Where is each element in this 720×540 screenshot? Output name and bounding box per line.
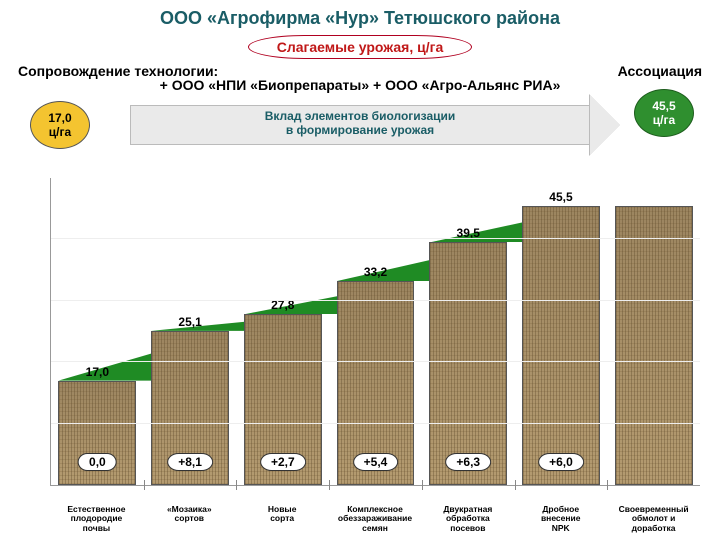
cum-label: 25,1 bbox=[144, 315, 237, 329]
bar-column: 45,5 +6,0 bbox=[515, 178, 608, 485]
delta-oval: +6,0 bbox=[538, 453, 584, 471]
bar bbox=[522, 206, 600, 485]
arrow-text: Вклад элементов биологизациив формирован… bbox=[0, 109, 720, 137]
annotation-row: 17,0ц/га Вклад элементов биологизациив ф… bbox=[0, 95, 720, 155]
x-label: Комплексноеобеззараживаниесемян bbox=[329, 505, 422, 534]
bars-container: 17,0 0,0 25,1 +8,1 27,8+2,733,2 +5,4 39,5+6,34… bbox=[51, 178, 700, 485]
x-label: Своевременныйобмолот идоработка bbox=[607, 505, 700, 534]
delta-oval: +6,3 bbox=[445, 453, 491, 471]
subhead-2: + ООО «НПИ «Биопрепараты» + ООО «Агро-Ал… bbox=[0, 77, 720, 93]
x-label: Естественноеплодородиепочвы bbox=[50, 505, 143, 534]
delta-oval: +2,7 bbox=[260, 453, 306, 471]
pill-subtitle: Слагаемые урожая, ц/га bbox=[248, 35, 472, 59]
cum-label: 17,0 bbox=[51, 365, 144, 379]
plot: 17,0 0,0 25,1 +8,1 27,8+2,733,2 +5,4 39,5+6,34… bbox=[50, 178, 700, 486]
bar-column: 17,0 0,0 bbox=[51, 178, 144, 485]
bar-column: 27,8+2,7 bbox=[236, 178, 329, 485]
x-label: «Мозаика»сортов bbox=[143, 505, 236, 534]
end-badge: 45,5ц/га bbox=[634, 89, 694, 137]
bar-column: 33,2 +5,4 bbox=[329, 178, 422, 485]
bar-column: 25,1 +8,1 bbox=[144, 178, 237, 485]
page-title: ООО «Агрофирма «Нур» Тетюшского района bbox=[0, 0, 720, 33]
x-axis-labels: Естественноеплодородиепочвы«Мозаика»сорт… bbox=[50, 505, 700, 534]
bar bbox=[429, 242, 507, 485]
delta-oval: 0,0 bbox=[78, 453, 117, 471]
x-label: ДробноевнесениеNPK bbox=[514, 505, 607, 534]
x-label: Новыесорта bbox=[236, 505, 329, 534]
bar-column: 39,5+6,3 bbox=[422, 178, 515, 485]
chart-area: 17,0 0,0 25,1 +8,1 27,8+2,733,2 +5,4 39,5+6,34… bbox=[50, 178, 700, 486]
delta-oval: +8,1 bbox=[167, 453, 213, 471]
subhead-right: Ассоциация bbox=[618, 63, 702, 79]
cum-label: 45,5 bbox=[515, 190, 608, 204]
bar bbox=[615, 206, 693, 485]
cum-label: 33,2 bbox=[329, 265, 422, 279]
bar-column bbox=[607, 178, 700, 485]
delta-oval: +5,4 bbox=[353, 453, 399, 471]
x-label: Двукратнаяобработкапосевов bbox=[421, 505, 514, 534]
